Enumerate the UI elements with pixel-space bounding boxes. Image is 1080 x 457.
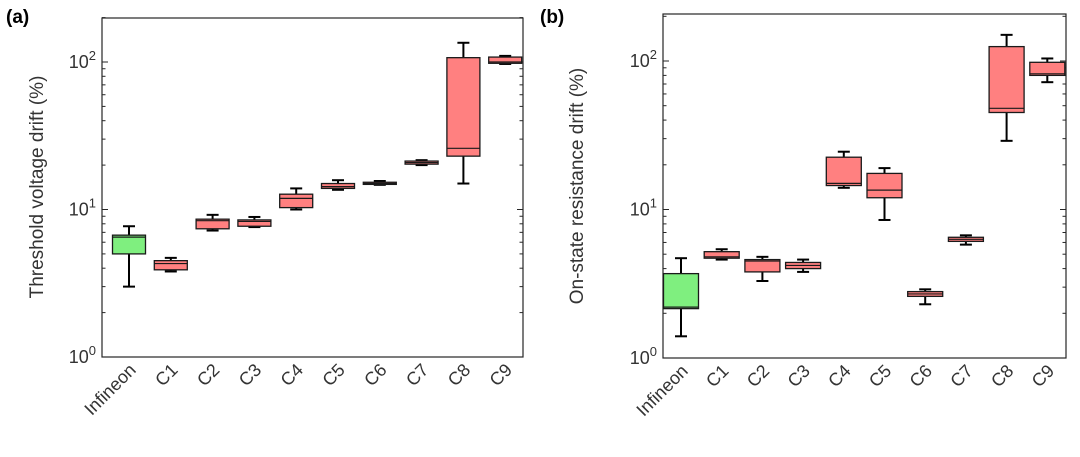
x-tick-label: C7 [946, 361, 976, 391]
box-c3 [237, 215, 272, 229]
x-tick-label: C8 [987, 361, 1017, 391]
box-c9 [1029, 57, 1066, 84]
box-infineon [111, 225, 147, 288]
x-tick-label: C6 [906, 361, 936, 391]
x-tick-label: C9 [486, 360, 516, 390]
x-tick-labels-a: Infineon C1 C2 C3 C4 C5 C6 C7 C8 C9 [80, 360, 516, 419]
box-iqr [744, 258, 781, 273]
y-tick-label: 101 [69, 196, 96, 220]
x-tick-label: Infineon [80, 360, 139, 419]
x-tick-label: C1 [702, 361, 732, 391]
x-tick-label: C3 [784, 361, 814, 391]
y-tick-label: 100 [69, 343, 96, 367]
y-axis-label-a: Threshold voltage drift (%) [27, 76, 48, 299]
box-c1 [153, 256, 188, 273]
y-tick-label: 100 [630, 344, 657, 368]
panel-a: (a) Threshold voltage drift (%) 10010110… [6, 7, 524, 419]
box-iqr [866, 172, 903, 199]
panel-b: (b) On-state resistance drift (%) 100 101… [540, 7, 1067, 420]
x-tick-label: C6 [360, 360, 390, 390]
y-tick-label: 102 [630, 47, 657, 71]
panel-label-b: (b) [540, 7, 564, 28]
box-c5 [866, 167, 903, 221]
box-iqr [825, 156, 862, 187]
box-iqr [237, 219, 272, 227]
y-tick-label: 101 [630, 196, 657, 220]
box-iqr [703, 251, 740, 259]
x-tick-label: C9 [1028, 361, 1058, 391]
x-tick-label: C5 [318, 360, 348, 390]
x-tick-label: C7 [402, 360, 432, 390]
box-c7 [404, 159, 439, 167]
box-iqr [320, 182, 356, 190]
box-c6 [907, 288, 944, 306]
x-tick-label: C2 [193, 360, 223, 390]
box-iqr [446, 57, 481, 157]
boxes-b [662, 33, 1066, 338]
box-iqr [195, 218, 230, 230]
panel-label-a: (a) [6, 7, 29, 28]
box-c5 [320, 179, 356, 191]
box-c9 [488, 54, 523, 65]
x-tick-label: C3 [235, 360, 265, 390]
x-tick-label: C2 [743, 361, 773, 391]
box-c2 [195, 213, 230, 232]
box-iqr [279, 193, 314, 209]
box-c1 [703, 248, 740, 261]
y-axis-label-b: On-state resistance drift (%) [567, 68, 588, 305]
box-c3 [784, 258, 822, 273]
box-iqr [111, 234, 147, 255]
box-iqr [988, 45, 1025, 114]
x-tick-label: C5 [865, 361, 895, 391]
x-tick-label: C1 [151, 360, 181, 390]
box-c8 [446, 41, 481, 185]
box-c6 [362, 180, 397, 186]
y-ticks-a: 100 101 102 [69, 17, 523, 367]
box-c2 [744, 255, 781, 283]
box-iqr [488, 56, 523, 64]
x-tick-label: Infineon [632, 361, 691, 420]
box-c8 [988, 33, 1025, 142]
x-tick-label: C4 [277, 360, 307, 390]
box-iqr [662, 272, 700, 310]
box-infineon [662, 257, 700, 338]
x-tick-label: C4 [824, 361, 854, 391]
x-tick-labels-b: Infineon C1 C2 C3 C4 C5 C6 C7 C8 C9 [632, 361, 1058, 420]
box-iqr [1029, 61, 1066, 77]
x-tick-label: C8 [444, 360, 474, 390]
box-c4 [279, 187, 314, 211]
box-iqr [153, 260, 188, 271]
boxes-a [111, 41, 523, 288]
box-c7 [947, 234, 985, 246]
y-tick-label: 102 [69, 48, 96, 72]
y-ticks-b: 100 101 102 [630, 15, 1066, 368]
box-c4 [825, 150, 862, 189]
